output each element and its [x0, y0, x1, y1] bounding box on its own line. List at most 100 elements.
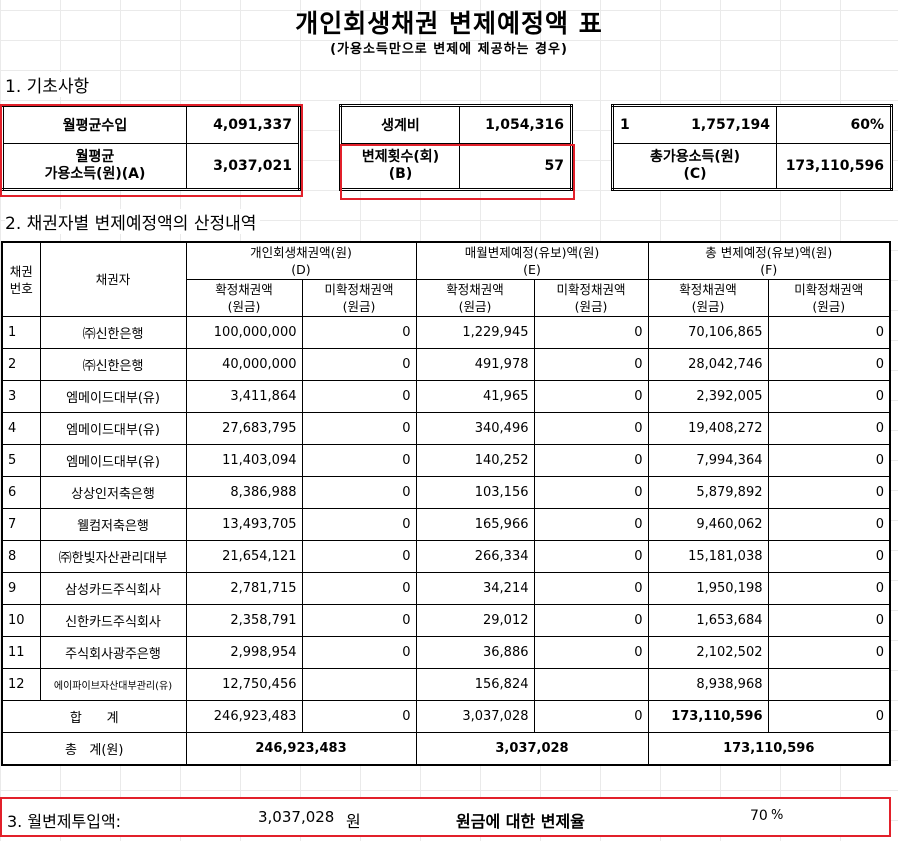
row-d-confirmed[interactable]: 8,386,988 — [185, 476, 303, 509]
row-f-confirmed[interactable]: 7,994,364 — [647, 444, 769, 477]
row-d-confirmed[interactable]: 13,493,705 — [185, 508, 303, 541]
row-d-confirmed[interactable]: 3,411,864 — [185, 380, 303, 413]
row-d-unconfirmed[interactable]: 0 — [301, 380, 417, 413]
row-f-unconfirmed[interactable]: 0 — [767, 412, 891, 445]
row-e-unconfirmed[interactable]: 0 — [533, 572, 649, 605]
row-creditor[interactable]: ㈜한빛자산관리대부 — [39, 540, 187, 573]
row-creditor[interactable]: 엠메이드대부(유) — [39, 412, 187, 445]
monthly-income-value[interactable]: 4,091,337 — [186, 105, 300, 144]
row-f-confirmed[interactable]: 2,102,502 — [647, 636, 769, 669]
row-d-unconfirmed[interactable]: 0 — [301, 412, 417, 445]
row-f-unconfirmed[interactable] — [767, 668, 891, 701]
row-e-confirmed[interactable]: 491,978 — [415, 348, 535, 381]
row-e-unconfirmed[interactable]: 0 — [533, 636, 649, 669]
row-d-confirmed[interactable]: 21,654,121 — [185, 540, 303, 573]
row-e-unconfirmed[interactable]: 0 — [533, 316, 649, 349]
row-d-unconfirmed[interactable]: 0 — [301, 348, 417, 381]
row-f-unconfirmed[interactable]: 0 — [767, 540, 891, 573]
row-f-unconfirmed[interactable]: 0 — [767, 380, 891, 413]
row-creditor[interactable]: ㈜신한은행 — [39, 348, 187, 381]
row-creditor[interactable]: 에이파이브자산대부관리(유) — [39, 668, 187, 701]
row-d-unconfirmed[interactable]: 0 — [301, 636, 417, 669]
row-f-confirmed[interactable]: 5,879,892 — [647, 476, 769, 509]
row-d-confirmed[interactable]: 12,750,456 — [185, 668, 303, 701]
row-f-confirmed[interactable]: 70,106,865 — [647, 316, 769, 349]
sum-f-confirmed[interactable]: 173,110,596 — [647, 700, 769, 733]
row-creditor[interactable]: 엠메이드대부(유) — [39, 444, 187, 477]
row-e-unconfirmed[interactable]: 0 — [533, 412, 649, 445]
row-f-confirmed[interactable]: 8,938,968 — [647, 668, 769, 701]
sum-f-unconfirmed[interactable]: 0 — [767, 700, 891, 733]
row-d-confirmed[interactable]: 27,683,795 — [185, 412, 303, 445]
row-d-confirmed[interactable]: 2,358,791 — [185, 604, 303, 637]
grand-total-f[interactable]: 173,110,596 — [647, 732, 891, 766]
row-e-unconfirmed[interactable]: 0 — [533, 444, 649, 477]
row-f-unconfirmed[interactable]: 0 — [767, 476, 891, 509]
row-f-unconfirmed[interactable]: 0 — [767, 604, 891, 637]
row-e-confirmed[interactable]: 266,334 — [415, 540, 535, 573]
sum-d-confirmed[interactable]: 246,923,483 — [185, 700, 303, 733]
row-e-unconfirmed[interactable]: 0 — [533, 540, 649, 573]
disposable-income-value[interactable]: 3,037,021 — [186, 143, 300, 190]
row-e-confirmed[interactable]: 165,966 — [415, 508, 535, 541]
row-d-unconfirmed[interactable]: 0 — [301, 508, 417, 541]
row-f-unconfirmed[interactable]: 0 — [767, 316, 891, 349]
row-e-confirmed[interactable]: 156,824 — [415, 668, 535, 701]
row-f-confirmed[interactable]: 19,408,272 — [647, 412, 769, 445]
row-creditor[interactable]: 상상인저축은행 — [39, 476, 187, 509]
row-creditor[interactable]: 신한카드주식회사 — [39, 604, 187, 637]
row-f-confirmed[interactable]: 2,392,005 — [647, 380, 769, 413]
row-f-confirmed[interactable]: 9,460,062 — [647, 508, 769, 541]
grand-total-d[interactable]: 246,923,483 — [185, 732, 417, 766]
row-e-confirmed[interactable]: 1,229,945 — [415, 316, 535, 349]
row-creditor[interactable]: 엠메이드대부(유) — [39, 380, 187, 413]
row-d-confirmed[interactable]: 2,781,715 — [185, 572, 303, 605]
row-d-unconfirmed[interactable]: 0 — [301, 604, 417, 637]
row-e-confirmed[interactable]: 140,252 — [415, 444, 535, 477]
living-cost-value[interactable]: 1,054,316 — [459, 105, 572, 144]
total-disposable-value[interactable]: 173,110,596 — [776, 143, 892, 190]
row-creditor[interactable]: 웰컴저축은행 — [39, 508, 187, 541]
row-d-confirmed[interactable]: 11,403,094 — [185, 444, 303, 477]
row-e-unconfirmed[interactable]: 0 — [533, 380, 649, 413]
row-d-confirmed[interactable]: 100,000,000 — [185, 316, 303, 349]
row-d-unconfirmed[interactable]: 0 — [301, 572, 417, 605]
sum-d-unconfirmed[interactable]: 0 — [301, 700, 417, 733]
row-f-unconfirmed[interactable]: 0 — [767, 636, 891, 669]
monthly-payment-amount[interactable]: 3,037,028 — [258, 808, 335, 826]
row-f-confirmed[interactable]: 1,653,684 — [647, 604, 769, 637]
row-f-confirmed[interactable]: 1,950,198 — [647, 572, 769, 605]
row-d-confirmed[interactable]: 2,998,954 — [185, 636, 303, 669]
row-f-unconfirmed[interactable]: 0 — [767, 444, 891, 477]
row-d-unconfirmed[interactable]: 0 — [301, 444, 417, 477]
row-f-unconfirmed[interactable]: 0 — [767, 508, 891, 541]
row-d-unconfirmed[interactable] — [301, 668, 417, 701]
row-e-unconfirmed[interactable] — [533, 668, 649, 701]
row-e-unconfirmed[interactable]: 0 — [533, 604, 649, 637]
row-f-confirmed[interactable]: 28,042,746 — [647, 348, 769, 381]
row-e-unconfirmed[interactable]: 0 — [533, 508, 649, 541]
row-e-unconfirmed[interactable]: 0 — [533, 476, 649, 509]
row-f-confirmed[interactable]: 15,181,038 — [647, 540, 769, 573]
grand-total-e[interactable]: 3,037,028 — [415, 732, 649, 766]
sum-e-confirmed[interactable]: 3,037,028 — [415, 700, 535, 733]
row-creditor[interactable]: 주식회사광주은행 — [39, 636, 187, 669]
row-e-unconfirmed[interactable]: 0 — [533, 348, 649, 381]
row-d-unconfirmed[interactable]: 0 — [301, 476, 417, 509]
row-e-confirmed[interactable]: 340,496 — [415, 412, 535, 445]
row-e-confirmed[interactable]: 34,214 — [415, 572, 535, 605]
row-d-unconfirmed[interactable]: 0 — [301, 316, 417, 349]
repayment-rate-value[interactable]: 70 — [750, 808, 768, 824]
row-creditor[interactable]: 삼성카드주식회사 — [39, 572, 187, 605]
repay-count-value[interactable]: 57 — [459, 143, 572, 190]
row-d-confirmed[interactable]: 40,000,000 — [185, 348, 303, 381]
row-f-unconfirmed[interactable]: 0 — [767, 348, 891, 381]
row-e-confirmed[interactable]: 36,886 — [415, 636, 535, 669]
row-d-unconfirmed[interactable]: 0 — [301, 540, 417, 573]
row-f-unconfirmed[interactable]: 0 — [767, 572, 891, 605]
row-e-confirmed[interactable]: 41,965 — [415, 380, 535, 413]
ratio-percent[interactable]: 60% — [776, 105, 892, 144]
row-e-confirmed[interactable]: 103,156 — [415, 476, 535, 509]
sum-e-unconfirmed[interactable]: 0 — [533, 700, 649, 733]
row-e-confirmed[interactable]: 29,012 — [415, 604, 535, 637]
